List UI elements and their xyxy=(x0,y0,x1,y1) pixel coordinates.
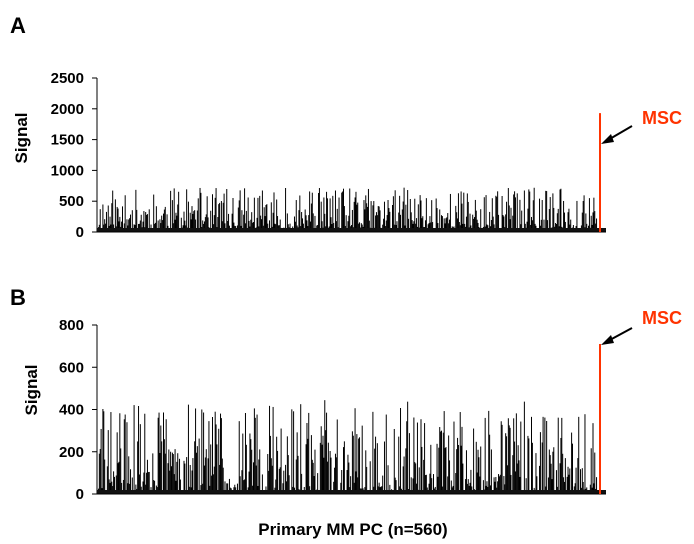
panel-a-yticks: 0 500 1000 1500 2000 2500 xyxy=(51,70,97,241)
y-tick-label: 400 xyxy=(59,402,84,419)
panel-b-letter: B xyxy=(10,285,26,310)
y-tick-label: 1000 xyxy=(51,162,84,179)
y-tick-label: 0 xyxy=(76,486,84,503)
shared-xlabel: Primary MM PC (n=560) xyxy=(258,520,447,539)
y-tick-label: 800 xyxy=(59,317,84,334)
panel-a-msc-arrow xyxy=(601,125,633,144)
y-tick-label: 2000 xyxy=(51,101,84,118)
y-tick-label: 1500 xyxy=(51,132,84,149)
panel-b-ylabel: Signal xyxy=(22,364,41,415)
baseline-band xyxy=(97,228,606,232)
y-tick-label: 200 xyxy=(59,444,84,461)
panel-b: B Signal 0 200 400 600 800 MSC xyxy=(10,285,682,503)
y-tick-label: 2500 xyxy=(51,70,84,87)
y-tick-label: 600 xyxy=(59,359,84,376)
panel-a-letter: A xyxy=(10,13,26,38)
y-tick-label: 0 xyxy=(76,224,84,241)
panel-b-bars xyxy=(97,400,606,494)
panel-b-msc-label: MSC xyxy=(642,308,682,328)
panel-a-bars xyxy=(97,187,606,232)
y-tick-label: 500 xyxy=(59,193,84,210)
panel-a: A Signal 0 500 1000 1500 2000 2500 MSC xyxy=(10,13,682,241)
panel-b-msc-arrow xyxy=(601,327,633,345)
baseline-band xyxy=(97,490,606,494)
panel-a-ylabel: Signal xyxy=(12,112,31,163)
panel-a-msc-label: MSC xyxy=(642,108,682,128)
panel-b-yticks: 0 200 400 600 800 xyxy=(59,317,97,503)
